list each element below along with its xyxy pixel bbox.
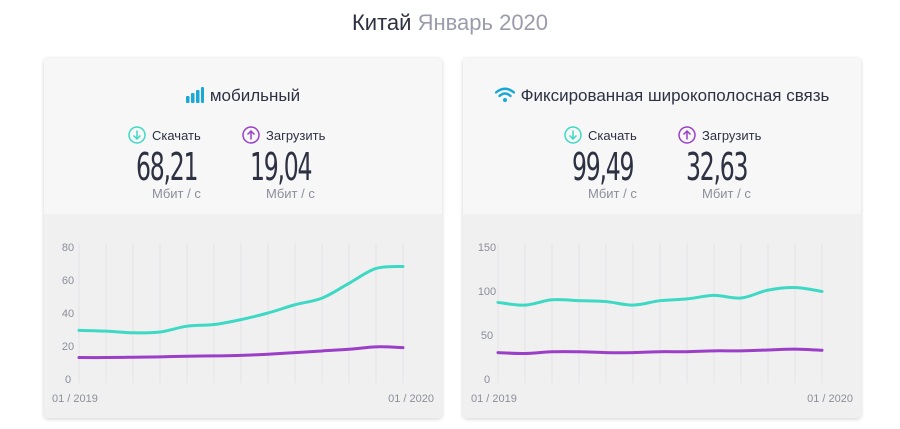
- download-metric: Скачать 68,21 Мбит / с: [128, 126, 238, 201]
- upload-unit: Мбит / с: [266, 186, 315, 201]
- card-title-text: мобильный: [209, 86, 301, 105]
- download-label: Скачать: [152, 128, 201, 143]
- upload-label: Загрузить: [702, 128, 762, 143]
- upload-line: [496, 347, 824, 355]
- card-title-text: Фиксированная широкополосная связь: [520, 86, 830, 105]
- x-tick-label: 01 / 2020: [807, 393, 853, 405]
- upload-arrow-icon: [242, 126, 260, 149]
- upload-arrow-icon: [678, 126, 696, 149]
- download-value: 68,21: [136, 145, 198, 189]
- download-unit: Мбит / с: [588, 186, 637, 201]
- upload-metric: Загрузить 32,63 Мбит / с: [678, 126, 788, 201]
- upload-metric: Загрузить 19,04 Мбит / с: [242, 126, 352, 201]
- y-tick-label: 50: [481, 330, 493, 342]
- upload-value: 19,04: [250, 145, 312, 189]
- download-arrow-icon: [128, 126, 146, 149]
- download-arrow-icon: [564, 126, 582, 149]
- country-name: Китай: [351, 10, 412, 35]
- page-title: Китай Январь 2020: [0, 10, 900, 36]
- upload-line: [77, 345, 405, 360]
- y-tick-label: 150: [478, 242, 496, 254]
- y-tick-label: 20: [62, 341, 74, 353]
- y-tick-label: 0: [65, 374, 71, 386]
- y-tick-label: 100: [478, 286, 496, 298]
- download-line: [77, 264, 405, 335]
- upload-label: Загрузить: [266, 128, 326, 143]
- card-title: Фиксированная широкополосная связь: [463, 86, 861, 108]
- y-tick-label: 0: [484, 374, 490, 386]
- mobile-speed-chart: 0 20 40 60 80 01 / 2019 01 / 2020: [52, 242, 434, 405]
- x-tick-label: 01 / 2019: [471, 393, 517, 405]
- y-tick-label: 60: [62, 275, 74, 287]
- download-line: [496, 285, 824, 307]
- broadband-speed-chart: 0 50 100 150 01 / 2019 01 / 2020: [471, 242, 853, 405]
- broadband-card: Фиксированная широкополосная связь Скача…: [463, 58, 861, 418]
- card-title: мобильный: [44, 86, 442, 108]
- x-tick-label: 01 / 2019: [52, 393, 98, 405]
- y-tick-label: 80: [62, 242, 74, 254]
- mobile-card: мобильный Скачать 68,21 Мбит / с Загрузи…: [44, 58, 442, 418]
- download-metric: Скачать 99,49 Мбит / с: [564, 126, 674, 201]
- download-value: 99,49: [572, 145, 634, 189]
- download-label: Скачать: [588, 128, 637, 143]
- wifi-icon: [494, 87, 515, 108]
- upload-unit: Мбит / с: [702, 186, 751, 201]
- period-label: Январь 2020: [417, 10, 549, 35]
- signal-bars-icon: [185, 87, 204, 108]
- y-tick-label: 40: [62, 308, 74, 320]
- download-unit: Мбит / с: [152, 186, 201, 201]
- upload-value: 32,63: [686, 145, 748, 189]
- x-tick-label: 01 / 2020: [388, 393, 434, 405]
